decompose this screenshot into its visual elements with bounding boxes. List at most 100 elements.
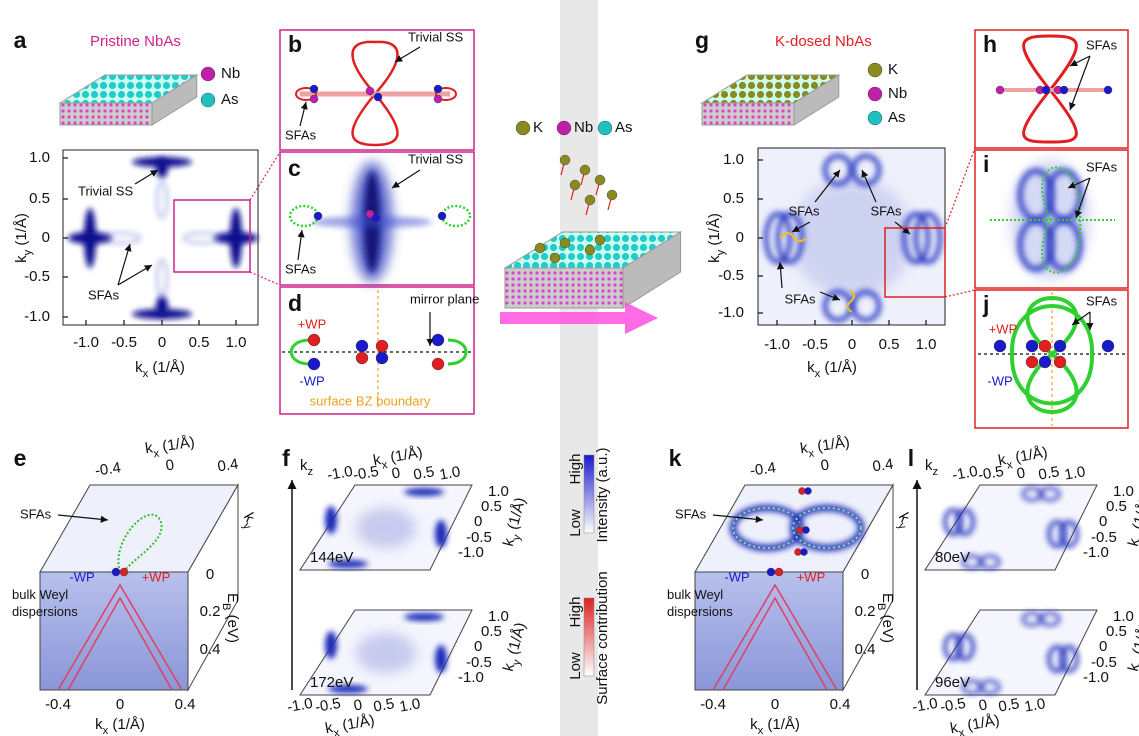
sfa: [1041, 166, 1082, 274]
panel-frame: [279, 286, 475, 415]
atom: [433, 94, 443, 104]
photon-energy: 144eV: [310, 549, 353, 566]
x-tick-label: -0.4: [94, 459, 122, 479]
label: i: [983, 151, 989, 177]
weyl-cone: [712, 583, 838, 691]
x-tick-label: -1.0: [911, 695, 939, 716]
big-arrow: [500, 302, 658, 334]
panel-frame: [974, 289, 1129, 429]
axis-label: ky (1/Å): [500, 496, 533, 550]
axis-symbol: k: [925, 457, 933, 474]
axis-label: ky: [891, 510, 916, 532]
intensity-ring: [1059, 645, 1079, 673]
x-tick-label: 0.4: [216, 456, 239, 476]
atom: [309, 84, 319, 94]
atom: [1025, 355, 1039, 369]
atom: [433, 84, 443, 94]
atom: [559, 154, 571, 166]
axis-unit: (1/Å): [337, 712, 376, 735]
intensity-ring: [775, 211, 805, 265]
axis-subscript: x: [815, 368, 821, 380]
arrow: [1071, 311, 1091, 326]
label: +WP: [298, 316, 327, 331]
atom: [556, 120, 572, 136]
axis-label: ky (1/Å): [706, 213, 727, 263]
axis-label: ky (1/Å): [13, 213, 34, 263]
axis-subscript: y: [715, 249, 727, 255]
atom: [549, 252, 561, 264]
label: l: [908, 445, 914, 471]
axis-symbol: k: [135, 359, 143, 376]
arrow: [861, 169, 877, 203]
atom: [606, 189, 618, 201]
intensity: [435, 520, 447, 548]
y-tick-label: -0.5: [466, 654, 492, 671]
colorbar-low: Low: [567, 652, 584, 680]
axis-label: ky: [236, 510, 261, 532]
atom: [867, 86, 883, 102]
axis-symbol: k: [997, 451, 1008, 469]
side-face: [842, 483, 894, 692]
colorbar: [583, 597, 595, 677]
y-tick-label: -1.0: [1083, 669, 1109, 686]
atom: [766, 567, 776, 577]
label: SFAs: [20, 506, 52, 521]
label: +WP: [797, 569, 826, 584]
label: Trivial SS: [78, 183, 133, 198]
axis-label: kx (1/Å): [372, 444, 425, 473]
x-tick-label: 0: [977, 696, 988, 714]
atom: [534, 242, 546, 254]
atom: [584, 244, 596, 256]
x-tick-label: -0.4: [700, 696, 726, 713]
x-tick-label: 0.4: [175, 696, 196, 713]
intensity: [214, 232, 258, 244]
axis-unit: (eV): [224, 611, 241, 644]
axis-unit: (1/Å): [503, 621, 529, 661]
x-tick-label: 0.5: [879, 336, 900, 353]
y-tick-label: -1.0: [718, 304, 744, 321]
crystal-side: [151, 74, 198, 126]
axis-symbol: E: [879, 593, 896, 603]
axis-subscript: x: [143, 368, 149, 380]
x-tick-label: 0: [390, 464, 401, 482]
arrow: [299, 101, 308, 127]
x-tick-label: -0.5: [977, 463, 1005, 484]
axis-symbol: k: [95, 716, 103, 733]
y-tick-label: 0: [474, 638, 482, 655]
intensity: [325, 631, 337, 659]
atom: [559, 237, 571, 249]
x-tick-label: 0: [820, 456, 831, 474]
y-tick-label: -0.5: [24, 268, 50, 285]
atom: [437, 211, 447, 221]
label: Nb: [574, 119, 593, 136]
atom: [309, 94, 319, 104]
y-tick-label: -1.0: [24, 308, 50, 325]
x-tick-label: 0.5: [372, 695, 395, 715]
y-tick-label: 1.0: [488, 608, 509, 625]
atom: [365, 86, 375, 96]
y-tick-label: -1.0: [458, 544, 484, 561]
zoom-line: [944, 289, 976, 298]
note-box: bulk Weyl dispersions: [667, 587, 733, 619]
arrow: [117, 264, 153, 286]
zoom-box: [173, 199, 251, 273]
axis-symbol: k: [750, 716, 758, 733]
atom: [307, 333, 321, 347]
axis-label: EB (eV): [875, 593, 896, 643]
zoom-box: [884, 227, 946, 298]
atom: [1103, 85, 1113, 95]
label: SFAs: [784, 291, 816, 306]
label: Pristine NbAs: [90, 33, 181, 50]
y-tick-label: 0.5: [723, 190, 744, 207]
weyl-cone: [57, 583, 183, 691]
intensity-ring: [156, 259, 168, 297]
atom: [993, 339, 1007, 353]
axis-subscript: x: [758, 725, 764, 736]
y-tick-label: 0: [861, 566, 869, 583]
label: +WP: [142, 569, 171, 584]
axis-label: kx (1/Å): [807, 359, 857, 380]
y-tick-label: -1.0: [458, 669, 484, 686]
atom: [584, 194, 596, 206]
label: +WP: [989, 321, 1018, 336]
x-tick-label: 1.0: [916, 336, 937, 353]
